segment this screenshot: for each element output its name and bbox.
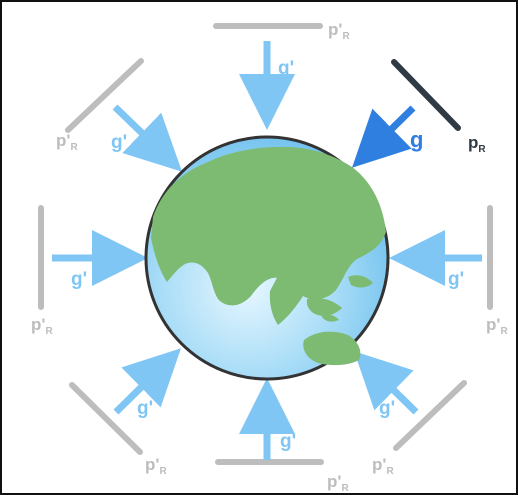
label-g-prime-bottom: g' <box>280 431 296 452</box>
earth-globe <box>144 135 390 381</box>
plate-group <box>38 23 493 465</box>
arrow-bottom-left <box>113 348 181 415</box>
arrow-top-right-main <box>352 105 416 168</box>
arrow-bottom-right <box>354 351 419 415</box>
label-p-prime-bottom: p'R <box>327 472 349 493</box>
plate-bottom-right <box>393 380 467 451</box>
plate-bottom-left <box>69 382 143 455</box>
land-small-islands <box>321 275 373 322</box>
label-p-prime-top: p'R <box>328 20 350 42</box>
label-g-prime-top-left: g' <box>111 132 127 153</box>
land-eurasia <box>151 146 386 306</box>
label-g-prime-left: g' <box>71 269 87 290</box>
label-p-prime-top-left: p'R <box>56 131 78 153</box>
plate-top-right-main <box>391 59 461 131</box>
label-p-prime-left: p'R <box>31 315 53 337</box>
label-p-main: pR <box>468 133 486 155</box>
label-p-prime-bottom-right: p'R <box>372 455 394 477</box>
land-southeast-asia <box>306 298 342 316</box>
plate-top-left <box>65 58 144 133</box>
label-g-main: g <box>410 127 423 152</box>
label-g-prime-bottom-left: g' <box>137 398 153 419</box>
label-g-prime-right: g' <box>448 269 464 290</box>
label-g-prime-top: g' <box>278 58 294 79</box>
land-australia <box>303 331 361 366</box>
land-india <box>269 276 303 325</box>
arrow-top-left <box>112 104 183 172</box>
arrow-group <box>52 41 482 460</box>
label-p-prime-right: p'R <box>486 315 508 337</box>
label-p-prime-bottom-left: p'R <box>145 455 167 477</box>
label-g-prime-bottom-right: g' <box>379 398 395 419</box>
